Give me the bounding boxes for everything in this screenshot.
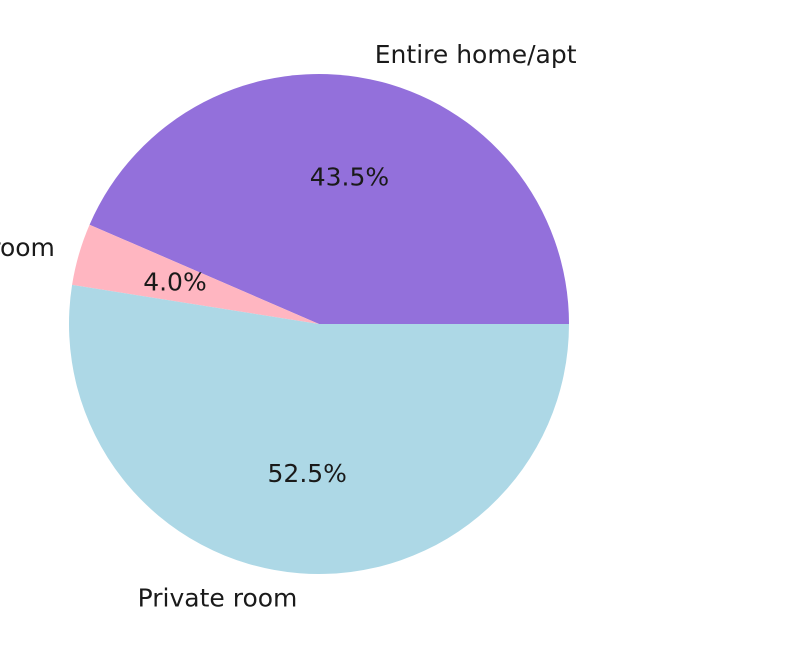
- pie-slice-shared-room: [72, 224, 319, 324]
- category-label-entire-home-apt: Entire home/apt: [375, 40, 577, 69]
- category-label-shared-room: Shared room: [0, 233, 55, 262]
- pie-slice-private-room: [68, 284, 569, 575]
- pie-labels: 43.5% Entire home/apt 4.0% Shared room 52.5%…: [0, 40, 577, 612]
- percent-label-private-room: 52.5%: [268, 459, 347, 488]
- category-label-private-room: Private room: [138, 584, 298, 613]
- pie-slices: [68, 73, 569, 575]
- pie-slice-entire-home-apt: [89, 73, 569, 325]
- percent-label-shared-room: 4.0%: [143, 268, 207, 297]
- percent-label-entire-home-apt: 43.5%: [310, 163, 389, 192]
